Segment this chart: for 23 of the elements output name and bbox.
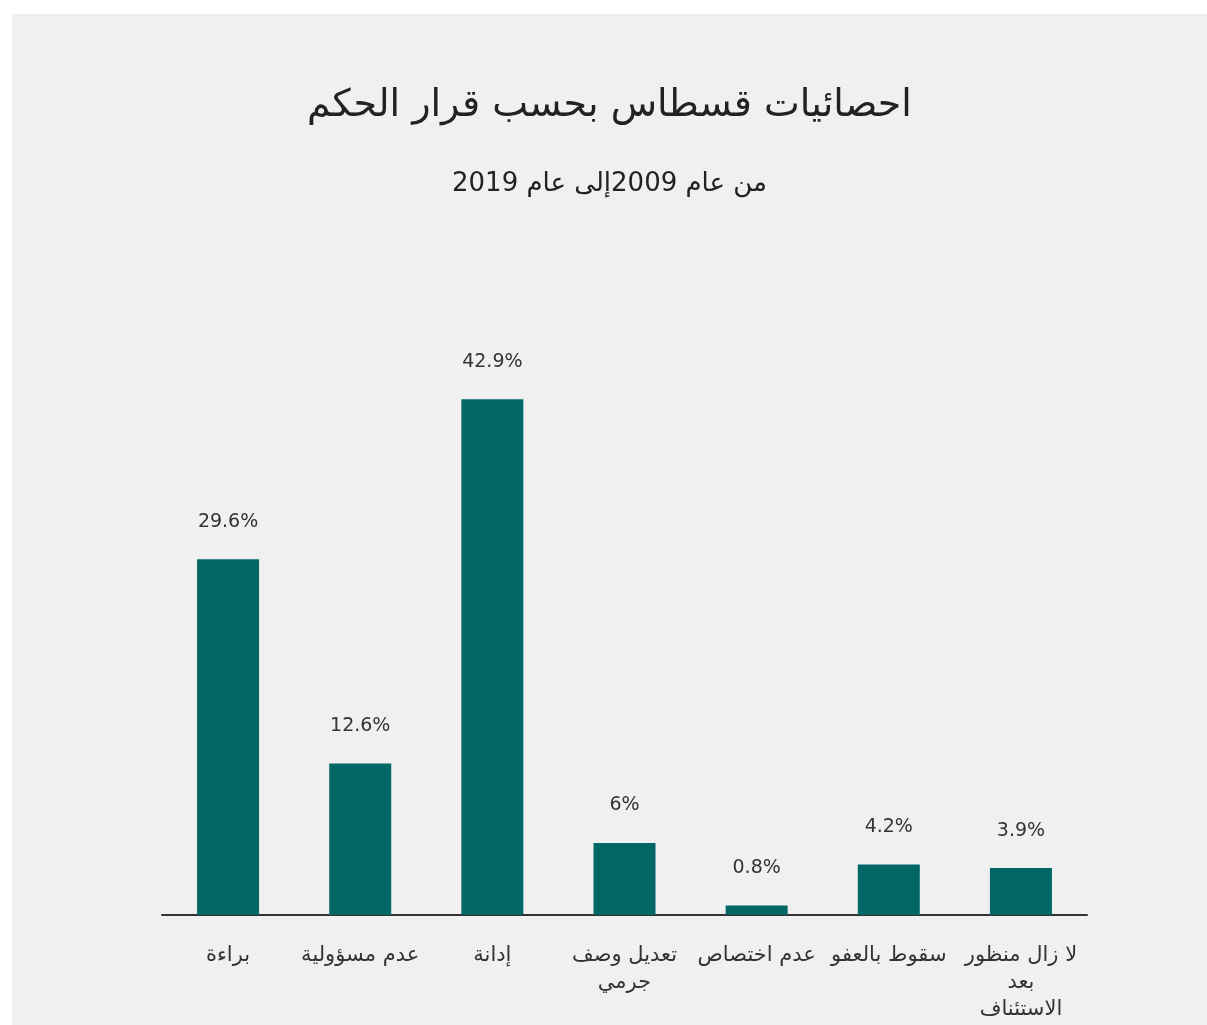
- data-label: 3.9%: [996, 817, 1046, 840]
- data-label: 12.6%: [330, 713, 391, 736]
- x-tick-label: سقوط بالعفو: [830, 941, 947, 966]
- bar: [329, 763, 392, 915]
- x-tick-label: إدانة: [473, 941, 512, 967]
- bar: [593, 842, 656, 915]
- data-label: 42.9%: [462, 348, 523, 371]
- x-tick-label: عدم مسؤولية: [301, 941, 420, 966]
- x-tick-label: عدم اختصاص: [697, 941, 816, 966]
- chart-title: احصائيات قسطاس بحسب قرار الحكم: [307, 81, 912, 126]
- bar: [725, 905, 788, 915]
- chart-subtitle: من عام 2009إلى عام 2019: [451, 167, 768, 198]
- data-label: 29.6%: [197, 508, 259, 531]
- data-label: 0.8%: [732, 854, 781, 877]
- x-tick-label: لا زال منظور بعد الاستئناف: [963, 941, 1078, 1020]
- bar: [989, 868, 1052, 915]
- bar: [857, 864, 920, 915]
- data-label: 6%: [609, 792, 640, 815]
- bar: [461, 399, 524, 915]
- bar: [197, 559, 260, 915]
- x-tick-label: براءة: [205, 941, 251, 966]
- x-tick-label: تعديل وصف جرمي: [571, 941, 678, 993]
- data-label: 4.2%: [864, 814, 913, 837]
